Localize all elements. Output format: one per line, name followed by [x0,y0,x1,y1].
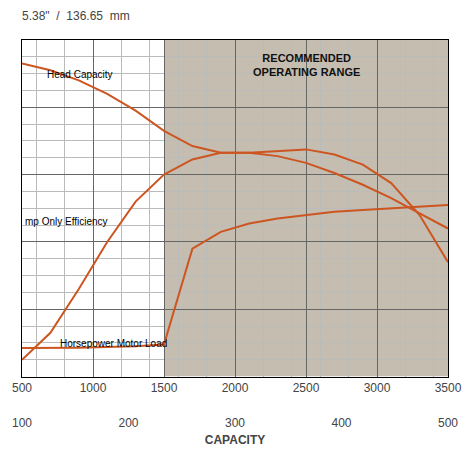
svg-text:2000: 2000 [222,381,249,395]
svg-text:Head Capacity: Head Capacity [47,69,113,80]
svg-text:1000: 1000 [80,381,107,395]
svg-text:500: 500 [438,416,458,430]
svg-text:3500: 3500 [435,381,462,395]
svg-text:2500: 2500 [293,381,320,395]
svg-text:500: 500 [12,381,32,395]
svg-text:5.38" / 136.65 mm: 5.38" / 136.65 mm [22,9,130,23]
svg-text:200: 200 [118,416,138,430]
svg-text:300: 300 [225,416,245,430]
svg-text:CAPACITY: CAPACITY [205,433,265,447]
svg-text:400: 400 [331,416,351,430]
svg-text:mp Only Efficiency: mp Only Efficiency [25,216,108,227]
svg-text:RECOMMENDEDOPERATING RANGE: RECOMMENDEDOPERATING RANGE [253,52,360,78]
svg-text:1500: 1500 [151,381,178,395]
svg-text:100: 100 [12,416,32,430]
svg-text:Horsepower Motor Load: Horsepower Motor Load [60,338,167,349]
svg-text:3000: 3000 [364,381,391,395]
